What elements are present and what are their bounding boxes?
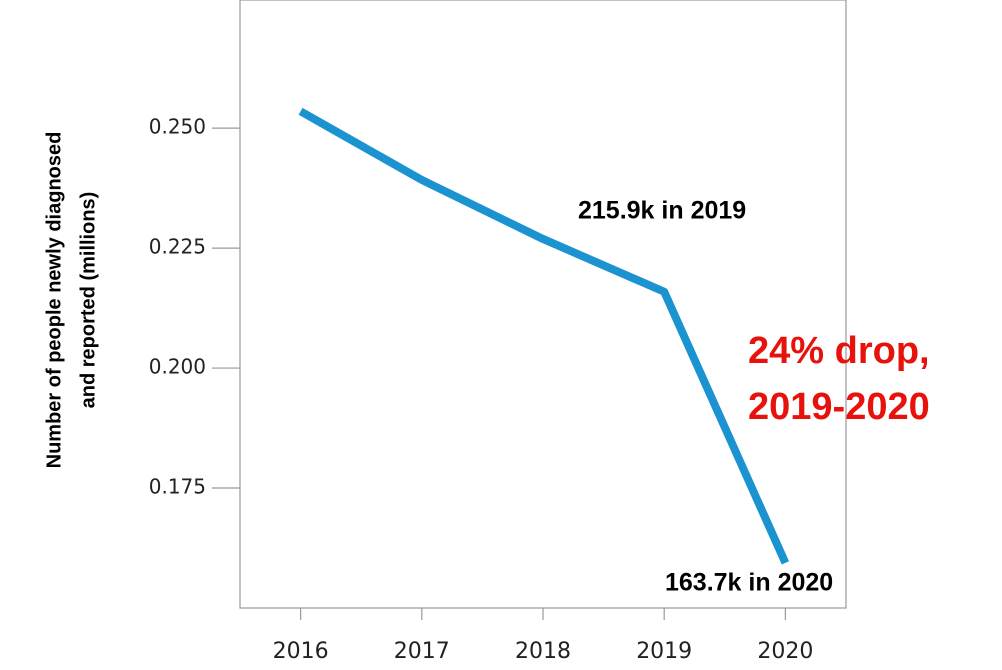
y-tick-label: 0.250 bbox=[149, 115, 206, 139]
y-tick-label: 0.175 bbox=[149, 475, 206, 499]
x-tick-label: 2018 bbox=[515, 639, 571, 664]
x-tick-label: 2016 bbox=[273, 639, 329, 664]
y-axis-label: Number of people newly diagnosed and rep… bbox=[43, 132, 99, 469]
x-tick-label: 2020 bbox=[757, 639, 813, 664]
y-label-line: and reported (millions) bbox=[77, 192, 99, 409]
plot-frame bbox=[239, 0, 847, 609]
annotation: 2019-2020 bbox=[748, 386, 930, 428]
x-tick-label: 2017 bbox=[394, 639, 450, 664]
y-tick-label: 0.200 bbox=[149, 355, 206, 379]
y-tick-label: 0.225 bbox=[149, 235, 206, 259]
annotation: 163.7k in 2020 bbox=[665, 569, 833, 597]
annotation: 215.9k in 2019 bbox=[578, 197, 746, 225]
x-tick-label: 2019 bbox=[636, 639, 692, 664]
annotation: 24% drop, bbox=[748, 330, 930, 372]
data-line bbox=[298, 107, 790, 565]
y-label-line: Number of people newly diagnosed bbox=[43, 132, 65, 469]
